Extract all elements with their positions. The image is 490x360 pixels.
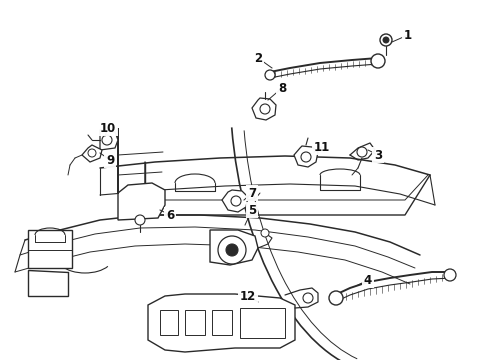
- Text: 9: 9: [106, 153, 114, 166]
- Text: 7: 7: [248, 186, 256, 199]
- Text: 4: 4: [364, 274, 372, 287]
- Polygon shape: [294, 146, 318, 167]
- Text: 5: 5: [248, 203, 256, 216]
- Text: 1: 1: [404, 28, 412, 41]
- Circle shape: [371, 54, 385, 68]
- Circle shape: [88, 149, 96, 157]
- Polygon shape: [210, 230, 258, 265]
- Text: 2: 2: [254, 51, 262, 64]
- Circle shape: [265, 70, 275, 80]
- Polygon shape: [28, 230, 72, 268]
- Circle shape: [329, 291, 343, 305]
- Text: 10: 10: [100, 122, 116, 135]
- Circle shape: [260, 104, 270, 114]
- Polygon shape: [148, 294, 295, 352]
- Polygon shape: [100, 130, 118, 150]
- Circle shape: [261, 229, 269, 237]
- Polygon shape: [28, 270, 68, 296]
- Circle shape: [383, 37, 389, 43]
- Circle shape: [218, 236, 246, 264]
- Text: 11: 11: [314, 140, 330, 153]
- Polygon shape: [240, 308, 285, 338]
- Text: 3: 3: [374, 149, 382, 162]
- Circle shape: [357, 147, 367, 157]
- Circle shape: [226, 244, 238, 256]
- Circle shape: [301, 152, 311, 162]
- Text: 12: 12: [240, 289, 256, 302]
- Circle shape: [231, 196, 241, 206]
- Polygon shape: [185, 310, 205, 335]
- Polygon shape: [212, 310, 232, 335]
- Polygon shape: [252, 98, 276, 120]
- Circle shape: [102, 135, 112, 145]
- Polygon shape: [118, 128, 165, 220]
- Polygon shape: [160, 310, 178, 335]
- Text: 8: 8: [278, 81, 286, 95]
- Circle shape: [303, 293, 313, 303]
- Circle shape: [135, 215, 145, 225]
- Circle shape: [444, 269, 456, 281]
- Text: 6: 6: [166, 208, 174, 221]
- Polygon shape: [82, 145, 102, 162]
- Circle shape: [380, 34, 392, 46]
- Polygon shape: [222, 190, 248, 212]
